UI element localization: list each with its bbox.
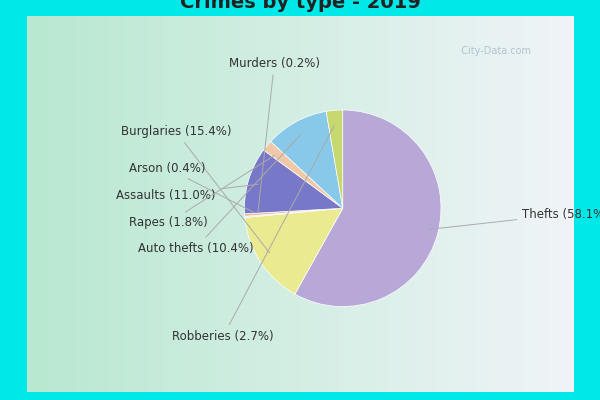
Wedge shape xyxy=(245,208,343,294)
Wedge shape xyxy=(244,150,343,214)
Text: Rapes (1.8%): Rapes (1.8%) xyxy=(129,155,275,229)
Text: Robberies (2.7%): Robberies (2.7%) xyxy=(172,126,334,343)
Wedge shape xyxy=(295,110,441,306)
Text: City-Data.com: City-Data.com xyxy=(455,46,531,56)
Wedge shape xyxy=(245,208,343,218)
Wedge shape xyxy=(245,208,343,216)
Title: Crimes by type - 2019: Crimes by type - 2019 xyxy=(179,0,421,12)
Text: Thefts (58.1%): Thefts (58.1%) xyxy=(428,208,600,230)
Text: Arson (0.4%): Arson (0.4%) xyxy=(129,162,255,213)
Text: Murders (0.2%): Murders (0.2%) xyxy=(229,56,320,213)
Text: Assaults (11.0%): Assaults (11.0%) xyxy=(116,184,258,202)
Wedge shape xyxy=(271,112,343,208)
Text: Auto thefts (10.4%): Auto thefts (10.4%) xyxy=(137,135,300,255)
Text: Burglaries (15.4%): Burglaries (15.4%) xyxy=(121,125,269,253)
Wedge shape xyxy=(263,142,343,208)
Wedge shape xyxy=(326,110,343,208)
